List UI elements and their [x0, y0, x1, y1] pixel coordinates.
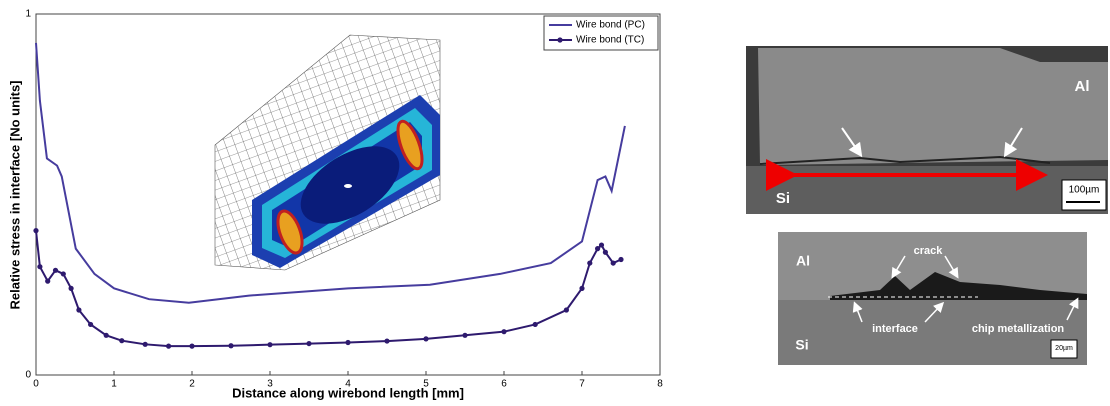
- data-point: [119, 338, 125, 344]
- x-tick-label: 4: [345, 379, 351, 390]
- data-point: [228, 343, 234, 349]
- series-line: [35, 42, 626, 304]
- y-tick-label: 0: [25, 370, 31, 381]
- data-point: [52, 267, 59, 273]
- label-si: Si: [795, 337, 808, 353]
- data-point: [618, 256, 624, 263]
- data-point: [88, 321, 94, 328]
- scale-bar: 20µm: [1055, 345, 1073, 352]
- data-point: [598, 242, 605, 248]
- label-metallization: chip metallization: [972, 323, 1065, 335]
- y-tick-label: 1: [25, 9, 31, 20]
- data-point: [33, 228, 39, 234]
- x-tick-label: 5: [423, 379, 429, 390]
- data-point: [45, 278, 51, 284]
- x-tick-label: 0: [33, 379, 39, 390]
- label-interface: interface: [872, 323, 918, 335]
- data-point: [68, 285, 74, 291]
- micrograph-top: Al Si 100µm: [746, 46, 1108, 214]
- label-al: Al: [796, 253, 810, 269]
- data-point: [579, 285, 585, 291]
- data-point: [166, 343, 172, 349]
- data-point: [587, 260, 593, 266]
- x-axis-title: Distance along wirebond length [mm]: [232, 385, 464, 400]
- fem-inset: [214, 34, 441, 271]
- data-point: [501, 329, 507, 335]
- data-point: [267, 342, 273, 348]
- legend-label: Wire bond (PC): [576, 20, 645, 31]
- legend-label: Wire bond (TC): [576, 35, 644, 46]
- data-point: [76, 307, 82, 313]
- data-point: [189, 343, 195, 349]
- data-point: [103, 332, 109, 338]
- data-point: [37, 264, 43, 270]
- label-al: Al: [1075, 78, 1090, 95]
- x-tick-label: 2: [189, 379, 195, 390]
- data-point: [345, 339, 351, 346]
- label-crack: crack: [914, 245, 944, 257]
- x-tick-label: 3: [267, 379, 273, 390]
- data-point: [602, 249, 609, 255]
- x-tick-label: 6: [501, 379, 507, 390]
- scale-bar: 100µm: [1069, 185, 1100, 196]
- x-tick-label: 1: [111, 379, 117, 390]
- x-tick-label: 8: [657, 379, 663, 390]
- legend-box: [543, 15, 659, 51]
- legend-marker: [557, 37, 563, 43]
- y-axis-title: Relative stress in interface [No units]: [7, 80, 22, 309]
- data-point: [462, 332, 468, 338]
- label-si: Si: [776, 190, 790, 207]
- data-point: [60, 271, 66, 277]
- x-tick-label: 7: [579, 379, 585, 390]
- data-point: [423, 336, 429, 342]
- data-point: [532, 321, 538, 328]
- data-point: [595, 246, 601, 252]
- series-line: [35, 230, 622, 348]
- data-point: [384, 338, 390, 344]
- data-point: [142, 341, 148, 347]
- micrograph-bottom: Al Si crack interface chip metallization…: [778, 232, 1087, 365]
- data-point: [563, 307, 570, 313]
- data-point: [610, 260, 616, 266]
- data-point: [306, 340, 312, 347]
